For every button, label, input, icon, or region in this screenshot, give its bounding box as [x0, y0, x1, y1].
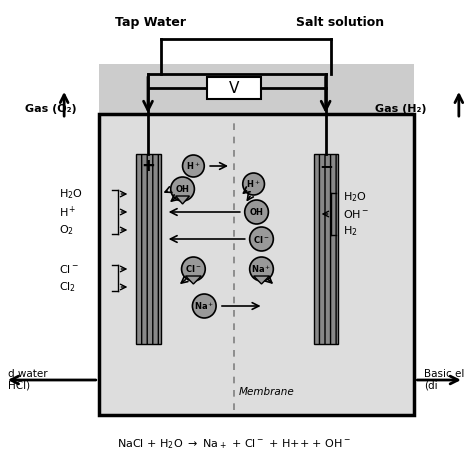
Bar	[99, 64, 414, 415]
Polygon shape	[254, 276, 269, 284]
Text: O$_2$: O$_2$	[59, 223, 74, 237]
Text: Salt solution: Salt solution	[296, 16, 384, 29]
Text: (di: (di	[424, 381, 438, 391]
Text: Gas (H₂): Gas (H₂)	[375, 104, 427, 114]
Text: Gas (O₂): Gas (O₂)	[25, 104, 76, 114]
Bar	[136, 154, 161, 344]
Text: OH$^-$: OH$^-$	[343, 208, 370, 220]
Text: +: +	[142, 157, 155, 175]
Text: Cl$^-$: Cl$^-$	[185, 264, 201, 274]
Text: Membrane: Membrane	[239, 387, 294, 397]
Circle shape	[250, 227, 273, 251]
Text: H$_2$O: H$_2$O	[343, 190, 367, 204]
Circle shape	[182, 257, 205, 281]
Circle shape	[192, 294, 216, 318]
Text: H$^+$: H$^+$	[59, 204, 77, 219]
Circle shape	[171, 177, 194, 201]
Bar	[314, 154, 338, 344]
Bar	[99, 114, 414, 415]
Bar	[207, 77, 261, 99]
Text: Cl$^-$: Cl$^-$	[253, 234, 270, 245]
Text: d water: d water	[8, 369, 47, 379]
Text: H$_2$O: H$_2$O	[59, 187, 83, 201]
Polygon shape	[185, 276, 201, 284]
Polygon shape	[176, 196, 190, 204]
Text: V: V	[228, 81, 239, 95]
Text: NaCl + H$_2$O $\rightarrow$ Na$_+$ + Cl$^-$ + H++ + OH$^-$: NaCl + H$_2$O $\rightarrow$ Na$_+$ + Cl$…	[117, 437, 351, 451]
Text: H$^+$: H$^+$	[186, 160, 201, 172]
Text: Cl$^-$: Cl$^-$	[59, 263, 79, 275]
Text: −: −	[319, 157, 333, 175]
Text: H$_2$: H$_2$	[343, 224, 358, 238]
Text: OH: OH	[175, 184, 190, 193]
Text: Na$^+$: Na$^+$	[251, 263, 272, 275]
Circle shape	[250, 257, 273, 281]
Circle shape	[245, 200, 268, 224]
Text: Basic el: Basic el	[424, 369, 465, 379]
Circle shape	[243, 173, 264, 195]
Text: Cl$_2$: Cl$_2$	[59, 280, 76, 294]
Text: OH: OH	[250, 208, 264, 217]
Circle shape	[182, 155, 204, 177]
Text: Na$^+$: Na$^+$	[194, 300, 214, 312]
Text: HCl): HCl)	[8, 381, 30, 391]
Text: Tap Water: Tap Water	[116, 16, 186, 29]
Text: H$^+$: H$^+$	[246, 178, 261, 190]
